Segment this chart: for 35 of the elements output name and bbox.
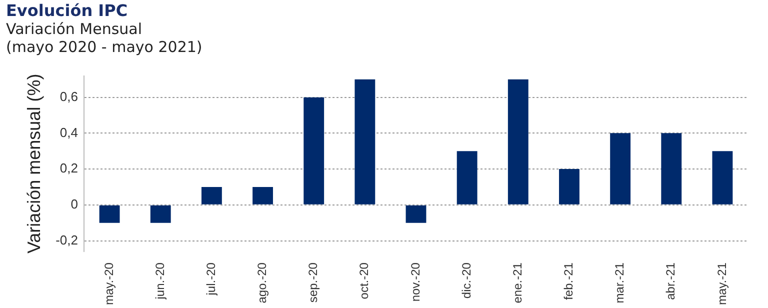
y-tick-label: 0,6 [60,88,78,104]
bar [304,97,324,204]
bar [661,133,682,204]
x-tick-label: dic.-20 [459,262,474,299]
y-axis-title: Variación mensual (%) [24,74,44,254]
text: (mayo 2020 - mayo 2021) [6,38,202,56]
bar [610,133,631,204]
bar [406,205,426,223]
bar [201,186,222,204]
x-tick-label: oct.-20 [357,262,372,300]
bar [354,79,376,204]
chart-subtitle: Variación Mensual [6,20,144,38]
x-tick-label: abr.-21 [664,262,678,300]
y-tick-label: 0 [70,196,78,212]
bar [559,169,580,204]
y-tick-label: 0,4 [60,124,78,140]
x-tick-label: may.-21 [714,262,729,306]
x-tick-label: may.-20 [102,262,116,306]
y-tick-label: -0,2 [56,232,78,248]
bar [99,205,120,223]
x-tick-label: sep.-20 [306,262,320,303]
bar [712,151,733,204]
bar [508,79,528,204]
x-tick-label: mar.-21 [612,262,627,304]
x-tick-label: jul.-20 [204,262,218,296]
bar [252,186,273,204]
bar [150,205,171,223]
x-tick-label: nov.-20 [408,262,422,302]
x-tick-label: ene.-21 [510,262,524,304]
y-tick-label: 0,2 [60,160,78,176]
x-tick-label: ago.-20 [255,262,270,304]
chart-title: Evolución IPC [6,1,129,20]
bar [456,151,478,204]
x-tick-label: feb.-21 [562,262,576,300]
x-tick-label: jun.-20 [152,262,167,300]
